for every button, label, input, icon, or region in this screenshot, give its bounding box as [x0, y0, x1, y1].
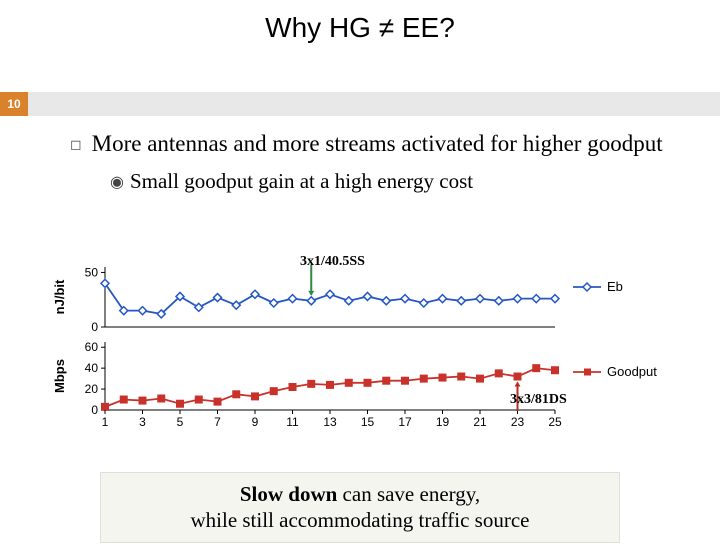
annotation-top: 3x1/40.5SS: [300, 254, 365, 270]
target-bullet-icon: ◉: [110, 174, 124, 191]
svg-text:11: 11: [286, 415, 299, 429]
svg-text:60: 60: [85, 340, 99, 354]
bullet-level-2: ◉ Small goodput gain at a high energy cos…: [110, 169, 690, 194]
bullet-level-1: ◻ More antennas and more streams activate…: [60, 130, 690, 159]
content-area: ◻ More antennas and more streams activate…: [40, 130, 690, 194]
footer-rest1: can save energy,: [337, 482, 480, 506]
svg-text:20: 20: [85, 382, 99, 396]
svg-text:Mbps: Mbps: [52, 359, 67, 393]
svg-text:25: 25: [548, 415, 562, 429]
footer-bold: Slow down: [240, 482, 337, 506]
svg-text:0: 0: [91, 320, 98, 334]
svg-text:nJ/bit: nJ/bit: [52, 279, 67, 314]
svg-text:15: 15: [361, 415, 375, 429]
line-chart: 050nJ/bit0204060Mbps13579111315171921232…: [50, 252, 680, 432]
svg-text:50: 50: [85, 265, 99, 279]
svg-text:17: 17: [398, 415, 412, 429]
svg-text:40: 40: [85, 361, 99, 375]
footer-line2: while still accommodating traffic source: [190, 508, 529, 532]
svg-text:7: 7: [214, 415, 221, 429]
footer-callout: Slow down can save energy, while still a…: [100, 472, 620, 543]
svg-text:13: 13: [323, 415, 337, 429]
svg-text:1: 1: [102, 415, 109, 429]
chart-container: 050nJ/bit0204060Mbps13579111315171921232…: [50, 252, 680, 437]
svg-text:9: 9: [252, 415, 259, 429]
annotation-bottom: 3x3/81DS: [510, 392, 567, 408]
svg-text:Goodput: Goodput: [607, 364, 657, 379]
bullet1-text: More antennas and more streams activated…: [92, 131, 663, 156]
svg-text:0: 0: [91, 403, 98, 417]
svg-text:19: 19: [436, 415, 450, 429]
square-bullet-icon: ◻: [70, 136, 82, 152]
svg-text:3: 3: [139, 415, 146, 429]
svg-text:5: 5: [177, 415, 184, 429]
slide-title: Why HG ≠ EE?: [0, 12, 720, 44]
svg-text:Eb: Eb: [607, 279, 623, 294]
page-band: [0, 92, 720, 116]
svg-text:21: 21: [473, 415, 487, 429]
page-number: 10: [0, 92, 28, 116]
svg-text:23: 23: [511, 415, 525, 429]
bullet2-text: Small goodput gain at a high energy cost: [130, 169, 473, 193]
